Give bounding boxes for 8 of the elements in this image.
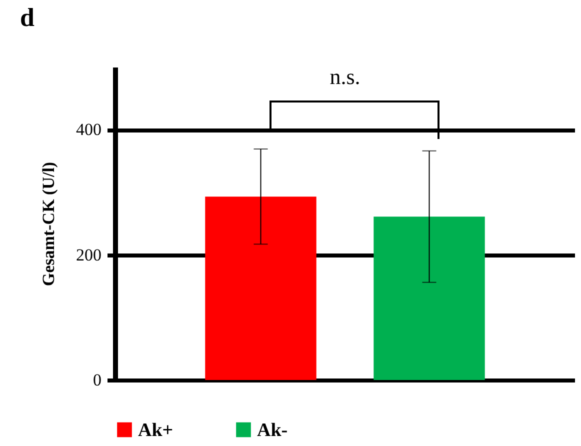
y-tick-label: 400 (76, 120, 102, 140)
chart-title: d (20, 3, 35, 32)
y-tick-label: 200 (76, 245, 102, 264)
y-tick-label: 0 (93, 370, 102, 390)
annotation: n.s. (330, 64, 360, 89)
y-axis-title: Gesamt-CK (U/l) (39, 162, 58, 286)
legend-label: Ak+ (138, 420, 174, 441)
legend-label: Ak- (257, 420, 288, 441)
